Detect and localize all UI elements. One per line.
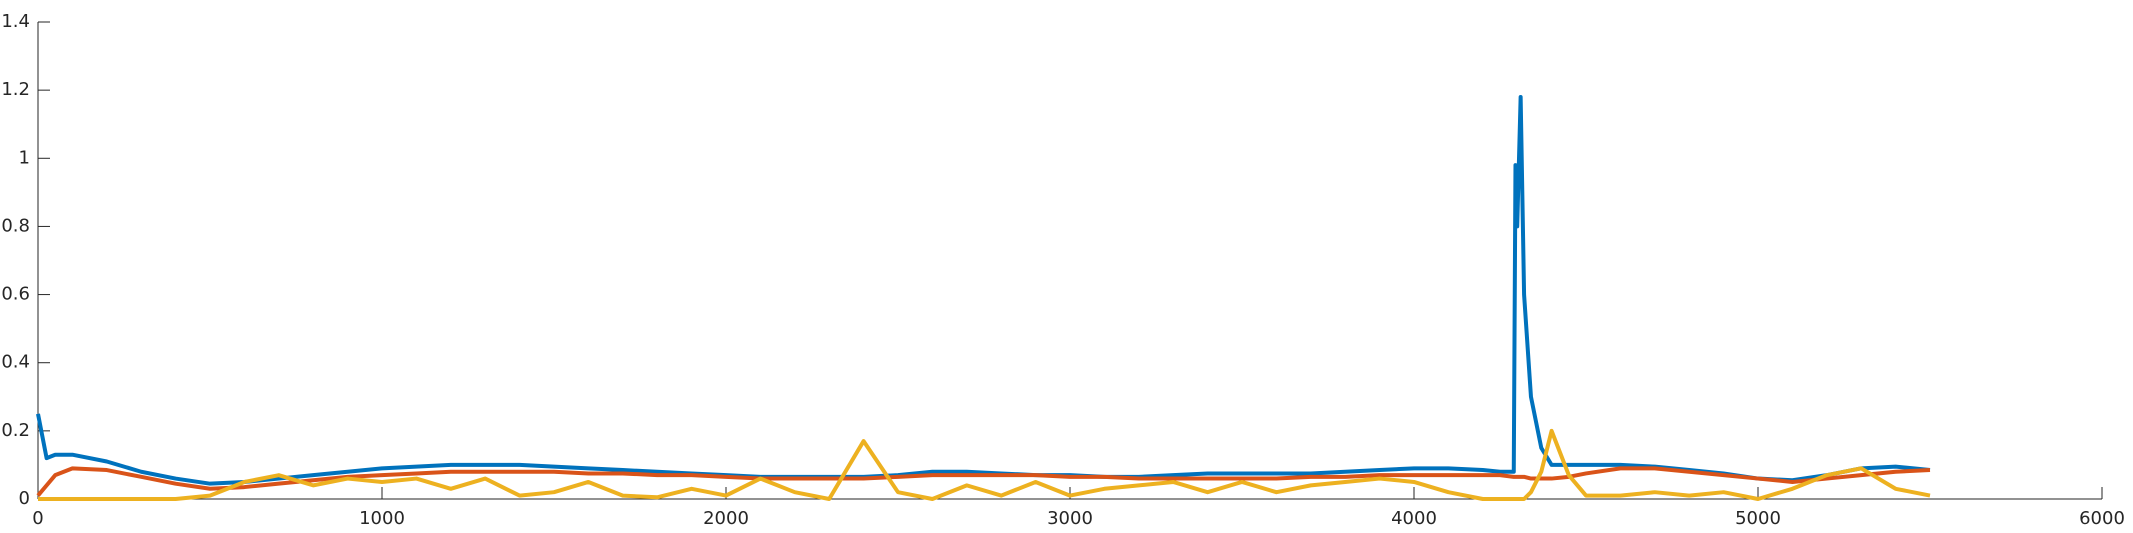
y-tick-label: 1.4 <box>1 11 30 32</box>
x-tick-label: 0 <box>32 508 43 529</box>
x-tick-label: 3000 <box>1047 508 1093 529</box>
y-tick-label: 0.4 <box>1 352 30 373</box>
y-tick-label: 0.2 <box>1 420 30 441</box>
x-tick-label: 5000 <box>1735 508 1781 529</box>
y-tick-label: 0.6 <box>1 284 30 305</box>
y-tick-label: 1.2 <box>1 79 30 100</box>
x-tick-label: 1000 <box>359 508 405 529</box>
y-tick-label: 0 <box>19 488 30 509</box>
y-tick-label: 0.8 <box>1 215 30 236</box>
y-tick-label: 1 <box>19 147 30 168</box>
x-tick-label: 2000 <box>703 508 749 529</box>
x-tick-label: 6000 <box>2079 508 2125 529</box>
x-tick-label: 4000 <box>1391 508 1437 529</box>
series-line <box>36 94 1931 486</box>
series-line <box>38 428 1931 501</box>
